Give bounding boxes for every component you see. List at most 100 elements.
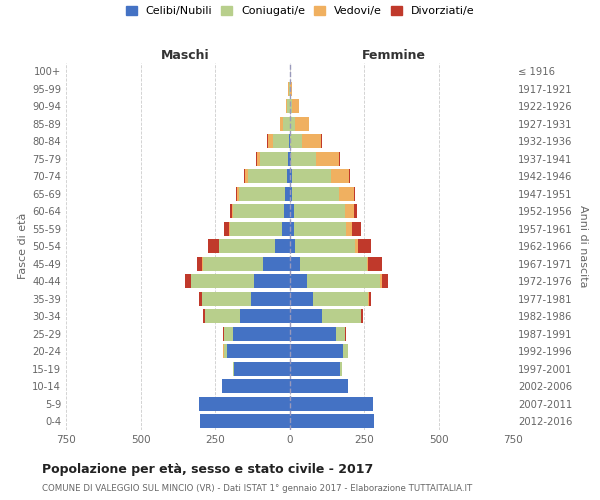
Bar bbox=[290, 362, 340, 376]
Text: Popolazione per età, sesso e stato civile - 2017: Popolazione per età, sesso e stato civil… bbox=[42, 462, 373, 475]
Bar bbox=[295, 116, 310, 130]
Bar bbox=[290, 274, 307, 288]
Bar bbox=[200, 414, 290, 428]
Bar bbox=[238, 186, 239, 200]
Bar bbox=[203, 309, 205, 324]
Bar bbox=[346, 222, 352, 236]
Bar bbox=[300, 257, 367, 271]
Bar bbox=[340, 362, 341, 376]
Bar bbox=[290, 99, 292, 114]
Bar bbox=[358, 240, 371, 253]
Bar bbox=[352, 222, 361, 236]
Text: COMUNE DI VALEGGIO SUL MINCIO (VR) - Dati ISTAT 1° gennaio 2017 - Elaborazione T: COMUNE DI VALEGGIO SUL MINCIO (VR) - Dat… bbox=[42, 484, 472, 493]
Bar bbox=[239, 186, 285, 200]
Bar bbox=[275, 240, 290, 253]
Bar bbox=[290, 327, 335, 341]
Bar bbox=[335, 327, 344, 341]
Bar bbox=[316, 152, 338, 166]
Bar bbox=[288, 152, 290, 166]
Bar bbox=[224, 344, 227, 358]
Bar bbox=[223, 379, 290, 393]
Bar bbox=[338, 186, 353, 200]
Bar bbox=[294, 222, 346, 236]
Bar bbox=[294, 204, 344, 218]
Bar bbox=[283, 116, 290, 130]
Bar bbox=[382, 274, 388, 288]
Bar bbox=[233, 327, 290, 341]
Bar bbox=[290, 186, 292, 200]
Bar bbox=[302, 134, 322, 148]
Bar bbox=[313, 292, 368, 306]
Bar bbox=[245, 169, 248, 183]
Bar bbox=[331, 169, 349, 183]
Bar bbox=[353, 204, 356, 218]
Bar bbox=[263, 257, 290, 271]
Bar bbox=[367, 257, 368, 271]
Bar bbox=[230, 222, 282, 236]
Bar bbox=[185, 274, 191, 288]
Bar bbox=[355, 240, 358, 253]
Bar bbox=[380, 274, 382, 288]
Bar bbox=[236, 186, 238, 200]
Bar bbox=[272, 134, 289, 148]
Bar bbox=[254, 274, 290, 288]
Bar bbox=[199, 292, 202, 306]
Bar bbox=[256, 152, 257, 166]
Bar bbox=[290, 344, 343, 358]
Bar bbox=[282, 222, 290, 236]
Bar bbox=[232, 204, 233, 218]
Bar bbox=[244, 169, 245, 183]
Bar bbox=[344, 327, 346, 341]
Bar bbox=[307, 274, 380, 288]
Bar bbox=[338, 152, 340, 166]
Bar bbox=[291, 152, 316, 166]
Bar bbox=[292, 186, 338, 200]
Bar bbox=[235, 362, 290, 376]
Bar bbox=[205, 309, 241, 324]
Text: Femmine: Femmine bbox=[362, 48, 426, 62]
Bar bbox=[197, 257, 202, 271]
Bar bbox=[290, 292, 313, 306]
Bar bbox=[280, 116, 283, 130]
Bar bbox=[287, 99, 290, 114]
Bar bbox=[290, 116, 295, 130]
Bar bbox=[203, 257, 263, 271]
Bar bbox=[343, 344, 347, 358]
Bar bbox=[290, 397, 373, 411]
Bar bbox=[202, 292, 251, 306]
Bar bbox=[287, 169, 290, 183]
Bar bbox=[224, 327, 233, 341]
Bar bbox=[285, 186, 290, 200]
Bar bbox=[224, 222, 229, 236]
Bar bbox=[208, 240, 219, 253]
Bar bbox=[230, 204, 232, 218]
Bar bbox=[290, 257, 300, 271]
Bar bbox=[260, 152, 288, 166]
Bar bbox=[292, 99, 299, 114]
Bar bbox=[248, 169, 287, 183]
Bar bbox=[322, 309, 361, 324]
Bar bbox=[290, 414, 374, 428]
Bar bbox=[241, 309, 290, 324]
Bar bbox=[290, 152, 291, 166]
Bar bbox=[295, 240, 355, 253]
Bar bbox=[251, 292, 290, 306]
Bar bbox=[290, 240, 295, 253]
Bar bbox=[233, 204, 284, 218]
Bar bbox=[191, 274, 254, 288]
Bar bbox=[290, 309, 322, 324]
Bar bbox=[268, 134, 272, 148]
Bar bbox=[257, 152, 260, 166]
Legend: Celibi/Nubili, Coniugati/e, Vedovi/e, Divorziati/e: Celibi/Nubili, Coniugati/e, Vedovi/e, Di… bbox=[125, 6, 475, 16]
Y-axis label: Fasce di età: Fasce di età bbox=[18, 213, 28, 280]
Bar bbox=[369, 292, 371, 306]
Bar bbox=[290, 169, 292, 183]
Bar bbox=[233, 362, 235, 376]
Bar bbox=[361, 309, 364, 324]
Bar bbox=[368, 257, 382, 271]
Bar bbox=[290, 82, 292, 96]
Bar bbox=[353, 186, 355, 200]
Bar bbox=[229, 222, 230, 236]
Bar bbox=[284, 204, 290, 218]
Bar bbox=[290, 204, 294, 218]
